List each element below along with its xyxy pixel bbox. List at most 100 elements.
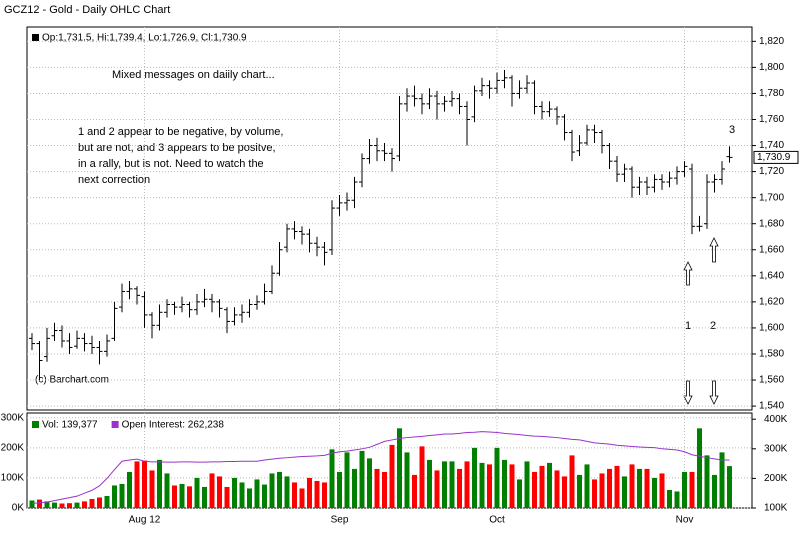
oi-line — [31, 431, 730, 505]
ohlc-bar — [261, 283, 268, 305]
volume-bar — [224, 486, 230, 508]
y-tick-label: 200K — [1, 443, 25, 454]
y-tick-label: 1,620 — [759, 297, 784, 308]
volume-bar — [629, 464, 635, 508]
down-arrow — [709, 380, 719, 405]
ohlc-bar — [696, 215, 703, 232]
volume-bar — [427, 459, 432, 508]
ohlc-bar — [44, 327, 50, 362]
volume-bar — [637, 468, 642, 508]
annotation: 3 — [729, 124, 735, 136]
volume-bar — [727, 466, 732, 508]
volume-bar — [299, 488, 305, 508]
y-tick-label: 1,640 — [759, 270, 784, 281]
volume-bar — [37, 499, 42, 508]
y-tick-label: 1,780 — [759, 88, 784, 99]
ohlc-bar — [471, 85, 478, 123]
y2-tick-label: 300K — [764, 443, 788, 454]
volume-bar — [562, 476, 567, 508]
ohlc-bar — [726, 146, 733, 163]
ohlc-bar — [524, 75, 530, 94]
volume-bar — [157, 459, 162, 508]
annotation: next correction — [78, 174, 150, 186]
ohlc-bar — [599, 129, 605, 154]
volume-bar — [112, 485, 117, 508]
volume-bar — [697, 428, 702, 508]
volume-bar — [74, 502, 80, 508]
volume-bar — [59, 503, 65, 508]
ohlc-bar — [569, 129, 575, 162]
y-tick-label: 1,680 — [759, 218, 784, 229]
volume-bar — [97, 497, 102, 508]
ohlc-bar — [516, 80, 523, 99]
volume-bar — [652, 477, 657, 508]
volume-bar — [607, 468, 612, 508]
ohlc-bar — [111, 301, 118, 341]
volume-bar — [434, 470, 440, 508]
volume-bar — [457, 468, 462, 508]
ohlc-bar — [389, 148, 395, 172]
volume-bar — [142, 460, 147, 508]
x-tick-label: Sep — [331, 515, 349, 526]
volume-bar — [82, 501, 87, 508]
chart-title: GCZ12 - Gold - Daily OHLC Chart — [4, 4, 170, 16]
volume-bar — [149, 470, 155, 508]
ohlc-bar — [539, 101, 545, 120]
volume-bar — [217, 476, 222, 508]
volume-bar — [232, 477, 237, 508]
volume-bar — [202, 486, 207, 508]
ohlc-bar — [584, 124, 590, 146]
ohlc-bar — [554, 106, 560, 125]
volume-bar — [359, 450, 365, 508]
y-tick-label: 1,720 — [759, 166, 784, 177]
y-tick-label: 1,760 — [759, 114, 784, 125]
price-panel — [26, 26, 753, 411]
volume-bar — [374, 468, 380, 508]
y2-tick-label: 100K — [764, 503, 788, 514]
volume-bar — [622, 476, 627, 508]
volume-bar — [509, 464, 515, 508]
ohlc-bar — [441, 96, 448, 112]
volume-bar — [187, 486, 192, 508]
volume-bar — [442, 461, 447, 508]
volume-bar — [119, 483, 125, 508]
ohlc-bar — [59, 325, 65, 348]
ohlc-bar — [104, 334, 110, 357]
volume-bar — [547, 462, 552, 508]
ohlc-bar — [291, 221, 298, 240]
price-legend: Op:1,731.5, Hi:1,739.4, Lo:1,726.9, Cl:1… — [42, 33, 247, 44]
volume-bar — [127, 471, 132, 508]
ohlc-bar — [36, 340, 43, 381]
volume-bar — [164, 473, 170, 508]
volume-bar — [269, 473, 275, 508]
y-tick-label: 1,600 — [759, 323, 784, 334]
ohlc-bar — [434, 90, 440, 120]
volume-bar — [419, 446, 425, 508]
ohlc-bar — [659, 174, 665, 190]
volume-bar — [592, 479, 597, 508]
ohlc-bar — [681, 161, 688, 177]
y2-tick-label: 200K — [764, 473, 788, 484]
annotation: but are not, and 3 appears to be positve… — [78, 142, 276, 154]
volume-bar — [614, 465, 620, 508]
y2-tick-label: 400K — [764, 414, 788, 425]
ohlc-bar — [119, 283, 125, 313]
volume-bar — [292, 482, 297, 508]
legend-swatch — [32, 421, 39, 428]
volume-bar — [367, 458, 372, 508]
volume-bar — [29, 500, 35, 508]
volume-bar — [44, 501, 50, 508]
volume-bar — [239, 482, 245, 508]
x-tick-label: Oct — [489, 515, 505, 526]
ohlc-bar — [666, 171, 673, 188]
volume-bar — [262, 484, 267, 508]
ohlc-bar — [411, 85, 418, 107]
ohlc-bar — [231, 307, 238, 326]
volume-bar — [539, 465, 545, 508]
y-tick-label: 1,660 — [759, 244, 784, 255]
y-tick-label: 1,820 — [759, 36, 784, 47]
y-tick-label: 1,540 — [759, 401, 784, 412]
ohlc-bar — [576, 135, 583, 156]
ohlc-bar — [644, 176, 650, 196]
volume-bar — [277, 471, 282, 508]
